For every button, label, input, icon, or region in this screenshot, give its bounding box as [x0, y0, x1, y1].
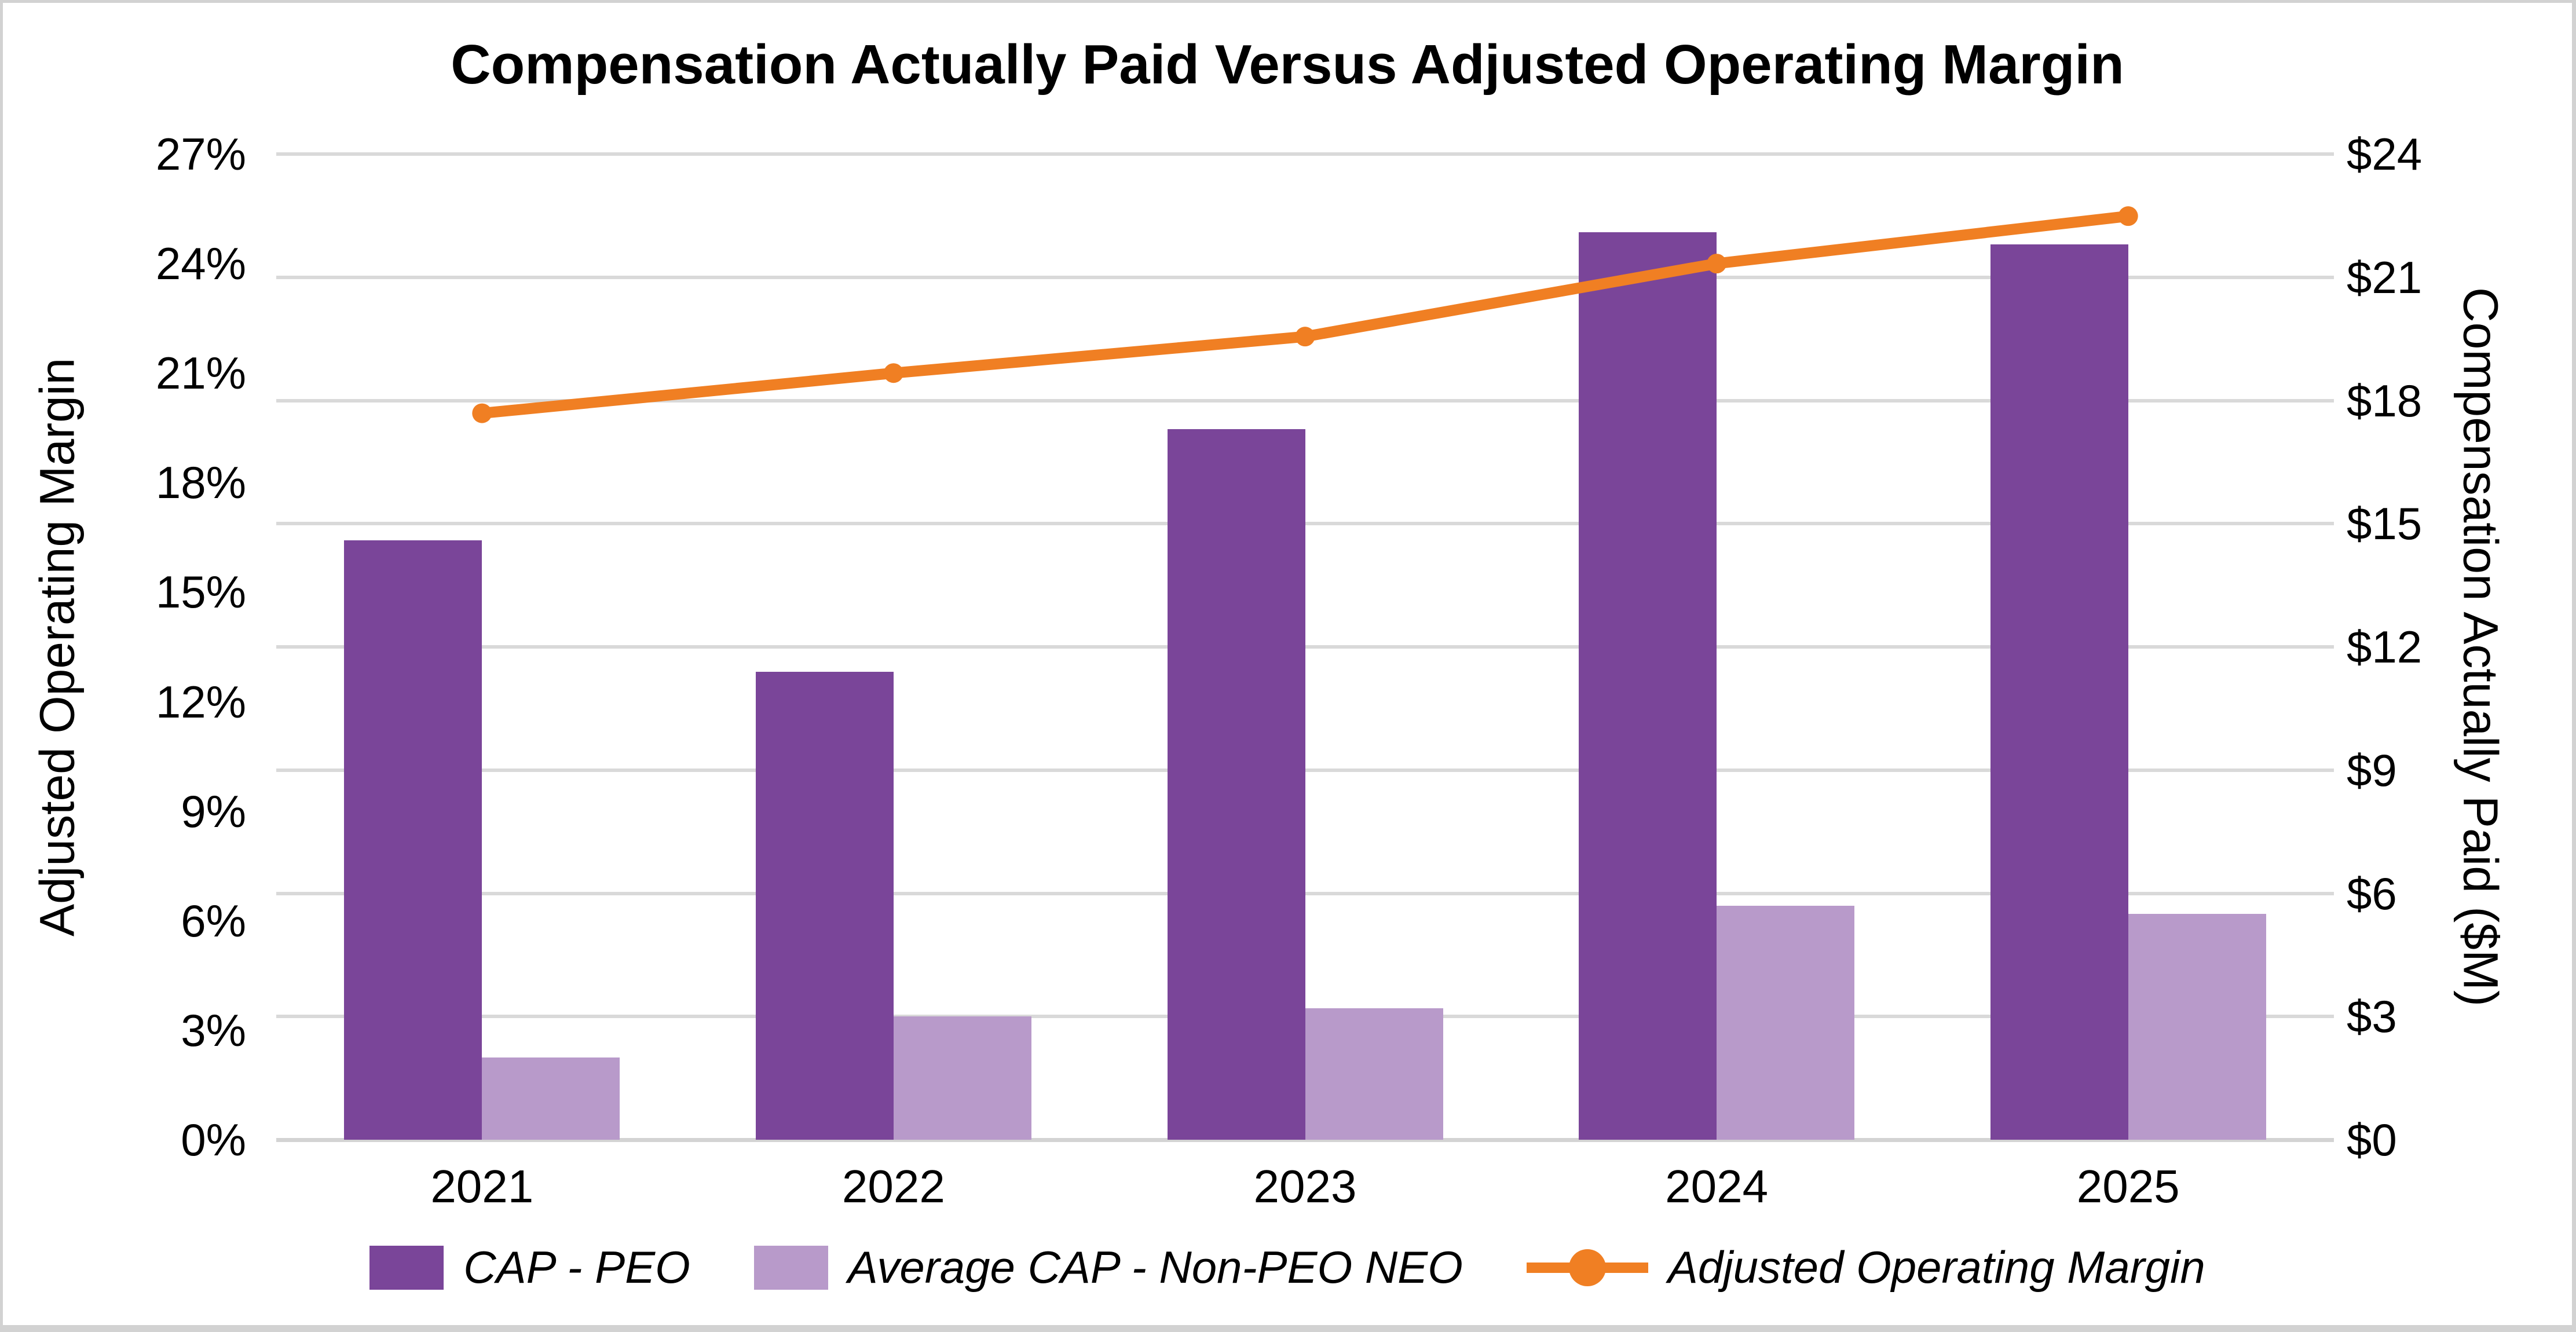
legend-swatch-cap-peo: [369, 1245, 444, 1290]
legend-label: CAP - PEO: [463, 1242, 690, 1293]
bar-cap-peo: [344, 540, 482, 1140]
legend-swatch-avg-cap: [753, 1245, 828, 1290]
x-axis-label: 2025: [2076, 1161, 2180, 1212]
left-axis-tick-label: 12%: [155, 676, 246, 727]
legend: CAP - PEO Average CAP - Non-PEO NEO Adjust…: [3, 1241, 2572, 1294]
right-axis-tick-label: $9: [2347, 744, 2397, 796]
left-axis-tick-label: 9%: [181, 785, 246, 837]
bar-cap-peo: [1167, 429, 1305, 1140]
margin-line-layer: 2021: 19.9% 2022: 21% 2023: 22% 2024: 24% 20…: [472, 206, 2138, 423]
margin-data-point: 2021: 19.9%: [472, 403, 492, 423]
left-axis-tick-label: 3%: [181, 1004, 246, 1056]
right-axis-tick-label: $15: [2347, 498, 2423, 550]
right-axis-tick-label: $21: [2347, 251, 2423, 303]
right-axis-title: Compensation Actually Paid ($M): [2453, 287, 2508, 1007]
margin-data-point: 2025: 25.3%: [2118, 206, 2138, 226]
bar-avg-cap-non-peo: [482, 1057, 620, 1140]
gridline: [276, 152, 2334, 156]
bar-avg-cap-non-peo: [1305, 1008, 1443, 1140]
left-axis-tick-label: 6%: [181, 895, 246, 946]
gridline: [276, 768, 2334, 772]
right-axis-tick-label: $6: [2347, 868, 2397, 919]
bar-avg-cap-non-peo: [1717, 905, 1855, 1140]
legend-line-marker-icon: [1526, 1246, 1648, 1290]
bar-cap-peo: [1990, 244, 2128, 1140]
margin-data-point: 2023: 22%: [1295, 327, 1315, 347]
x-axis-line: [276, 1137, 2334, 1142]
legend-item: CAP - PEO: [369, 1241, 690, 1294]
right-axis-tick-label: $12: [2347, 621, 2423, 672]
gridline: [276, 398, 2334, 402]
gridline: [276, 275, 2334, 279]
right-axis-tick-label: $0: [2347, 1114, 2397, 1165]
margin-data-point: 2024: 24%: [1707, 254, 1727, 274]
gridline: [276, 645, 2334, 649]
legend-item: Adjusted Operating Margin: [1526, 1241, 2205, 1294]
chart-title: Compensation Actually Paid Versus Adjust…: [451, 34, 2124, 96]
legend-item: Average CAP - Non-PEO NEO: [753, 1241, 1463, 1294]
x-axis-label: 2023: [1253, 1161, 1357, 1212]
left-axis-tick-label: 0%: [181, 1114, 246, 1165]
bar-cap-peo: [1579, 232, 1717, 1140]
right-axis-tick-label: $18: [2347, 375, 2423, 426]
legend-label: Adjusted Operating Margin: [1667, 1242, 2205, 1293]
margin-data-point: 2022: 21%: [883, 363, 903, 383]
left-axis-tick-label: 27%: [155, 129, 246, 180]
legend-label: Average CAP - Non-PEO NEO: [847, 1242, 1463, 1293]
bar-cap-peo: [755, 671, 894, 1140]
x-axis-label: 2021: [430, 1161, 534, 1212]
x-axis-label: 2024: [1665, 1161, 1769, 1212]
left-axis-tick-label: 15%: [155, 566, 246, 618]
left-axis-tick-label: 24%: [155, 238, 246, 290]
bar-avg-cap-non-peo: [893, 1016, 1031, 1140]
adjusted-operating-margin-line: [481, 210, 2129, 419]
right-axis-tick-label: $3: [2347, 991, 2397, 1042]
gridline: [276, 891, 2334, 895]
left-axis-tick-label: 21%: [155, 347, 246, 399]
x-axis-label: 2022: [841, 1161, 945, 1212]
bar-avg-cap-non-peo: [2128, 913, 2266, 1140]
left-axis-tick-label: 18%: [155, 457, 246, 508]
legend-line-dot: [1568, 1249, 1606, 1286]
right-axis-tick-label: $24: [2347, 129, 2423, 180]
gridline: [276, 522, 2334, 526]
